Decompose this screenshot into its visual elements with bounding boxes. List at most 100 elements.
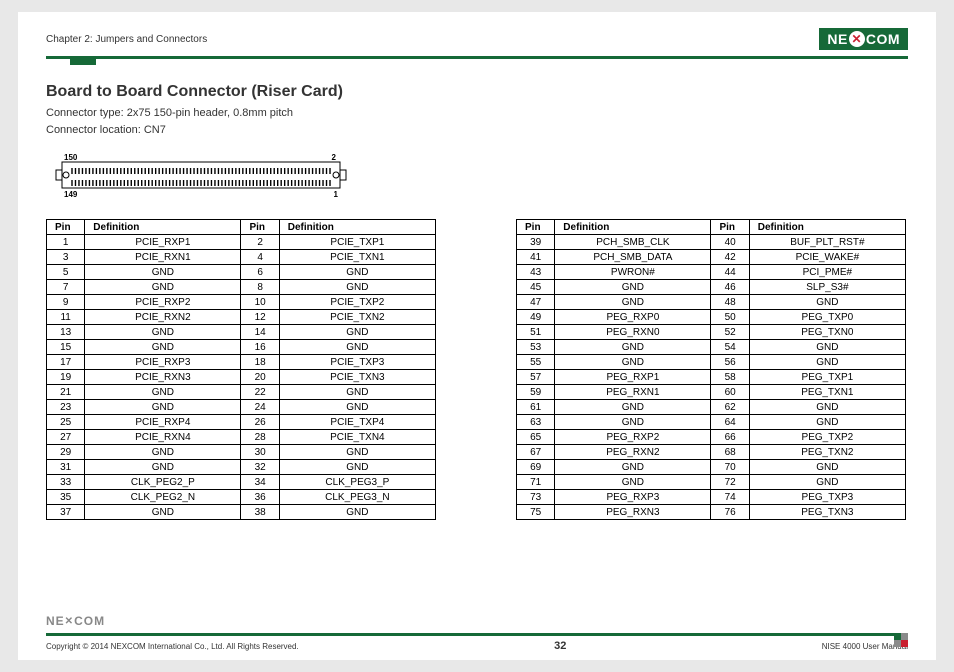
- page-number: 32: [554, 640, 566, 652]
- table-row: 15 GND 16 GND: [47, 340, 436, 355]
- pin-cell: 17: [47, 355, 85, 370]
- def-cell: PCIE_TXP2: [279, 295, 435, 310]
- pin-cell: 36: [241, 490, 279, 505]
- pin-cell: 6: [241, 265, 279, 280]
- table-row: 17 PCIE_RXP3 18 PCIE_TXP3: [47, 355, 436, 370]
- table-row: 69 GND 70 GND: [517, 460, 906, 475]
- pin-cell: 32: [241, 460, 279, 475]
- pin-cell: 65: [517, 430, 555, 445]
- table-row: 37 GND 38 GND: [47, 505, 436, 520]
- pin-cell: 52: [711, 325, 749, 340]
- table-row: 51 PEG_RXN0 52 PEG_TXN0: [517, 325, 906, 340]
- chapter-title: Chapter 2: Jumpers and Connectors: [46, 34, 207, 45]
- def-cell: PCIE_RXP1: [85, 235, 241, 250]
- pin-cell: 22: [241, 385, 279, 400]
- def-cell: PCIE_TXN4: [279, 430, 435, 445]
- table-row: 3 PCIE_RXN1 4 PCIE_TXN1: [47, 250, 436, 265]
- def-cell: PEG_TXP2: [749, 430, 905, 445]
- pin-cell: 49: [517, 310, 555, 325]
- def-cell: CLK_PEG2_P: [85, 475, 241, 490]
- pin-cell: 72: [711, 475, 749, 490]
- pin-cell: 11: [47, 310, 85, 325]
- def-cell: PEG_TXN3: [749, 505, 905, 520]
- def-cell: CLK_PEG2_N: [85, 490, 241, 505]
- table-row: 49 PEG_RXP0 50 PEG_TXP0: [517, 310, 906, 325]
- table-row: 9 PCIE_RXP2 10 PCIE_TXP2: [47, 295, 436, 310]
- pin-cell: 26: [241, 415, 279, 430]
- pin-cell: 38: [241, 505, 279, 520]
- pin-cell: 24: [241, 400, 279, 415]
- table-row: 45 GND 46 SLP_S3#: [517, 280, 906, 295]
- def-cell: PCIE_RXP2: [85, 295, 241, 310]
- def-cell: GND: [555, 280, 711, 295]
- pin-cell: 2: [241, 235, 279, 250]
- pin-cell: 58: [711, 370, 749, 385]
- table-row: 75 PEG_RXN3 76 PEG_TXN3: [517, 505, 906, 520]
- def-cell: BUF_PLT_RST#: [749, 235, 905, 250]
- def-cell: PCIE_TXN2: [279, 310, 435, 325]
- def-cell: GND: [749, 415, 905, 430]
- pin-cell: 56: [711, 355, 749, 370]
- pin-cell: 41: [517, 250, 555, 265]
- pin-cell: 28: [241, 430, 279, 445]
- def-cell: PEG_TXN1: [749, 385, 905, 400]
- pin-cell: 8: [241, 280, 279, 295]
- def-cell: PCIE_RXN2: [85, 310, 241, 325]
- def-cell: PEG_TXN2: [749, 445, 905, 460]
- table-row: 73 PEG_RXP3 74 PEG_TXP3: [517, 490, 906, 505]
- def-cell: PCIE_RXN4: [85, 430, 241, 445]
- pin-cell: 3: [47, 250, 85, 265]
- def-cell: PWRON#: [555, 265, 711, 280]
- table-row: 41 PCH_SMB_DATA 42 PCIE_WAKE#: [517, 250, 906, 265]
- def-cell: GND: [279, 325, 435, 340]
- pin-cell: 18: [241, 355, 279, 370]
- pin-cell: 40: [711, 235, 749, 250]
- table-row: 25 PCIE_RXP4 26 PCIE_TXP4: [47, 415, 436, 430]
- def-cell: GND: [279, 400, 435, 415]
- table-row: 35 CLK_PEG2_N 36 CLK_PEG3_N: [47, 490, 436, 505]
- pin-cell: 74: [711, 490, 749, 505]
- connector-type: Connector type: 2x75 150-pin header, 0.8…: [46, 105, 908, 122]
- pin-cell: 70: [711, 460, 749, 475]
- def-cell: PCIE_RXP4: [85, 415, 241, 430]
- section-title: Board to Board Connector (Riser Card): [46, 83, 908, 101]
- pin-cell: 61: [517, 400, 555, 415]
- def-cell: GND: [85, 400, 241, 415]
- pin-cell: 76: [711, 505, 749, 520]
- def-cell: GND: [85, 325, 241, 340]
- pin-cell: 4: [241, 250, 279, 265]
- pin-cell: 31: [47, 460, 85, 475]
- tables-container: Pin Definition Pin Definition 1 PCIE_RXP…: [46, 219, 908, 520]
- def-cell: GND: [279, 340, 435, 355]
- def-cell: PCIE_RXN3: [85, 370, 241, 385]
- def-cell: PCIE_TXP4: [279, 415, 435, 430]
- def-cell: GND: [279, 265, 435, 280]
- logo-x-icon: ✕: [849, 31, 865, 47]
- def-cell: GND: [749, 295, 905, 310]
- pin-cell: 9: [47, 295, 85, 310]
- table-row: 43 PWRON# 44 PCI_PME#: [517, 265, 906, 280]
- def-cell: SLP_S3#: [749, 280, 905, 295]
- def-cell: GND: [85, 445, 241, 460]
- table-row: 19 PCIE_RXN3 20 PCIE_TXN3: [47, 370, 436, 385]
- pin-cell: 44: [711, 265, 749, 280]
- def-cell: GND: [85, 385, 241, 400]
- table-row: 53 GND 54 GND: [517, 340, 906, 355]
- def-cell: PCIE_TXN3: [279, 370, 435, 385]
- pin-cell: 39: [517, 235, 555, 250]
- def-cell: GND: [555, 475, 711, 490]
- pin-cell: 33: [47, 475, 85, 490]
- nexcom-logo: NE✕COM: [819, 28, 908, 50]
- def-cell: GND: [85, 280, 241, 295]
- pin-table-right: Pin Definition Pin Definition 39 PCH_SMB…: [516, 219, 906, 520]
- th-def: Definition: [555, 220, 711, 235]
- th-pin: Pin: [47, 220, 85, 235]
- def-cell: GND: [279, 385, 435, 400]
- def-cell: GND: [279, 445, 435, 460]
- def-cell: CLK_PEG3_N: [279, 490, 435, 505]
- pin-cell: 35: [47, 490, 85, 505]
- pin-cell: 62: [711, 400, 749, 415]
- content-area: Board to Board Connector (Riser Card) Co…: [46, 59, 908, 633]
- table-row: 27 PCIE_RXN4 28 PCIE_TXN4: [47, 430, 436, 445]
- table-row: 57 PEG_RXP1 58 PEG_TXP1: [517, 370, 906, 385]
